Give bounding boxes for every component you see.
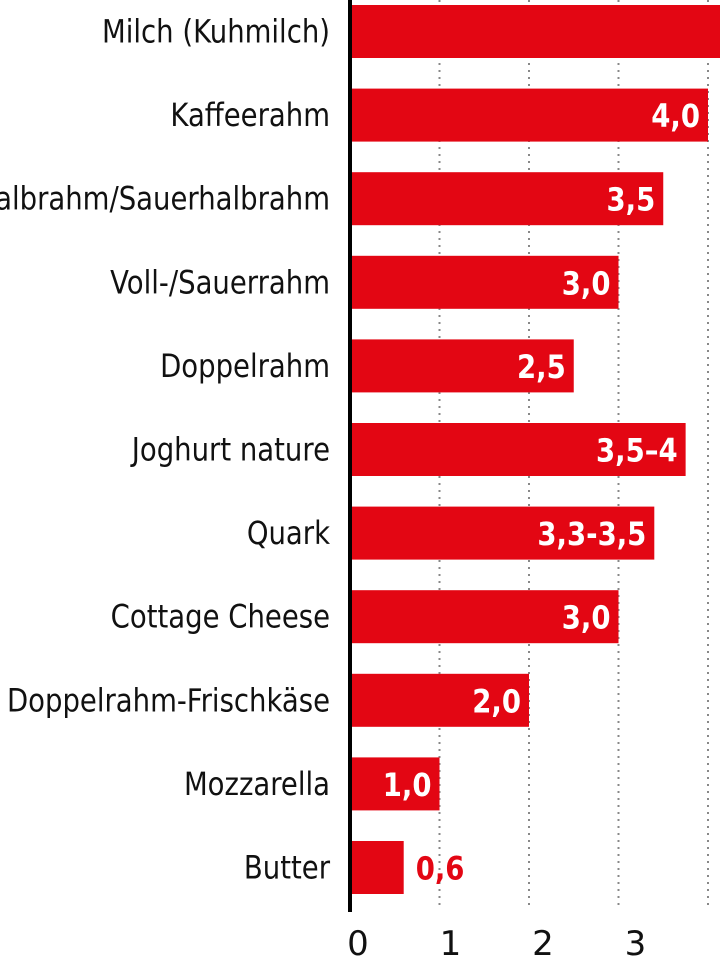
value-label: 1,0 [383, 767, 432, 805]
bar [350, 5, 720, 58]
bar [350, 673, 529, 727]
bar [350, 506, 655, 560]
category-label: Voll-/Sauerrahm [110, 264, 330, 302]
bar [350, 590, 619, 644]
x-tick-label: 1 [440, 924, 462, 960]
x-tick-label: 2 [532, 924, 554, 960]
value-label: 3,0 [562, 265, 611, 303]
bar [350, 423, 686, 476]
category-label: Halbrahm/Sauerhalbrahm [0, 181, 330, 219]
value-label: 2,5 [517, 349, 566, 387]
category-label: Quark [247, 515, 331, 553]
bar [350, 172, 664, 226]
category-label: Joghurt nature [130, 432, 330, 470]
bar [350, 841, 404, 894]
category-label: Butter [244, 850, 331, 888]
value-label: 3,5–4 [596, 433, 678, 471]
value-label: 3,5 [607, 182, 656, 220]
category-label: Milch (Kuhmilch) [102, 14, 330, 52]
value-label: 3,0 [562, 600, 611, 638]
category-label: Doppelrahm-Frischkäse [7, 682, 330, 720]
x-tick-label: 3 [625, 924, 647, 960]
value-label: 4,0 [651, 98, 700, 136]
bar [350, 88, 708, 142]
category-label: Cottage Cheese [111, 599, 330, 637]
value-label: 2,0 [472, 683, 521, 721]
category-label: Mozzarella [184, 766, 330, 804]
category-label: Kaffeerahm [170, 97, 330, 135]
x-tick-label: 0 [347, 924, 369, 960]
bar [350, 255, 619, 309]
bar [350, 339, 574, 393]
value-label: 3,3-3,5 [537, 516, 646, 554]
value-label: 0,6 [416, 851, 465, 889]
category-label: Doppelrahm [160, 348, 330, 386]
bar [350, 757, 440, 811]
